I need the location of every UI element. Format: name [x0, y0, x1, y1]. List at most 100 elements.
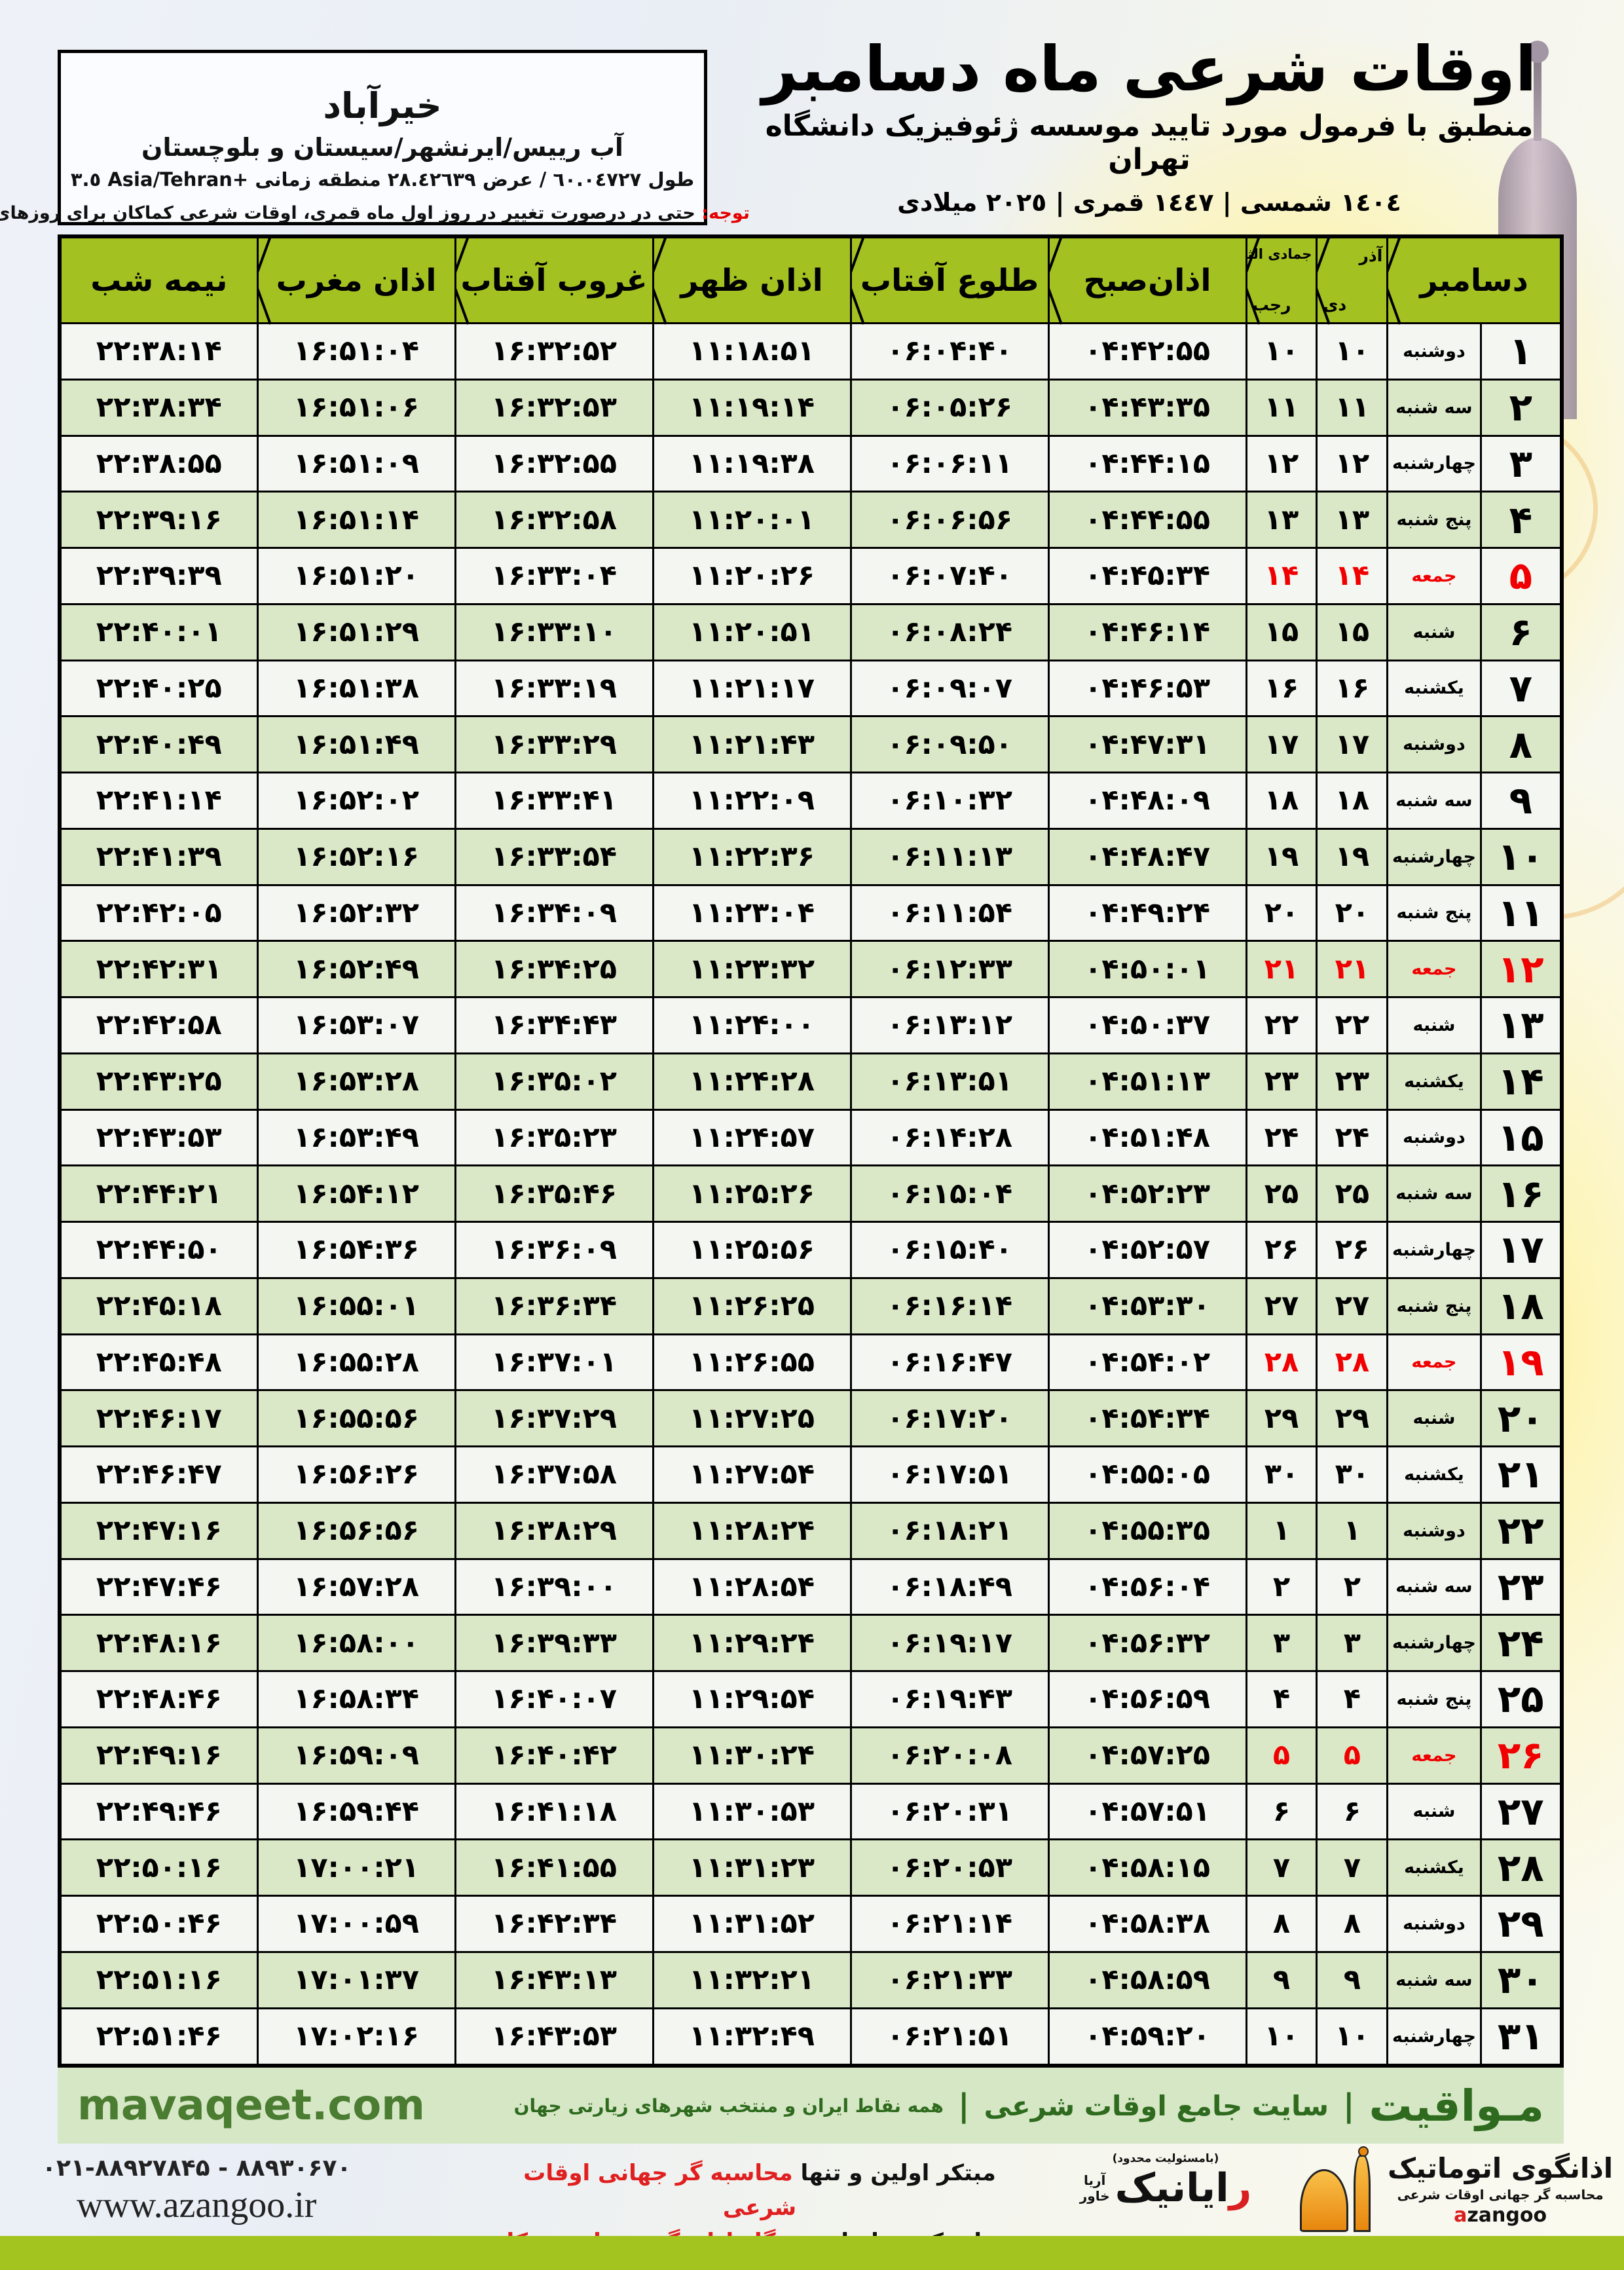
cell-maghrib-time: ۱۶:۵۱:۰۴: [256, 322, 456, 381]
cell-dhuhr-time: ۱۱:۲۱:۴۳: [652, 715, 852, 773]
cell-maghrib-time: ۱۷:۰۰:۵۹: [256, 1895, 456, 1953]
cell-midnight-time: ۲۲:۵۰:۱۶: [58, 1838, 259, 1897]
cell-weekday: یکشنبه: [1386, 1445, 1482, 1504]
cell-maghrib-time: ۱۶:۵۳:۲۸: [256, 1052, 456, 1111]
cell-maghrib-time: ۱۶:۵۲:۳۲: [256, 884, 456, 942]
cell-sunrise-time: ۰۶:۰۸:۲۴: [849, 603, 1050, 661]
separator: |: [957, 2087, 970, 2124]
cell-midnight-time: ۲۲:۴۴:۲۱: [58, 1164, 259, 1223]
cell-midnight-time: ۲۲:۴۷:۱۶: [58, 1501, 259, 1560]
cell-weekday: سه شنبه: [1386, 772, 1482, 830]
cell-midnight-time: ۲۲:۴۰:۰۱: [58, 603, 259, 661]
cell-sunrise-time: ۰۶:۱۲:۳۳: [849, 940, 1050, 998]
cell-sunset-time: ۱۶:۳۴:۴۳: [454, 996, 654, 1054]
cell-sunset-time: ۱۶:۳۷:۰۱: [454, 1333, 654, 1392]
cell-december-day: ۳۱: [1479, 2007, 1563, 2067]
cell-lunar-date: ۳۰: [1245, 1445, 1318, 1504]
cell-december-day: ۸: [1479, 715, 1563, 773]
cell-solar-date: ۱۴: [1316, 547, 1389, 605]
cell-dhuhr-time: ۱۱:۱۹:۳۸: [652, 434, 852, 493]
cell-weekday: دوشنبه: [1386, 1895, 1482, 1953]
cell-sunrise-time: ۰۶:۲۰:۳۱: [849, 1782, 1050, 1841]
cell-sunrise-time: ۰۶:۱۶:۴۷: [849, 1333, 1050, 1392]
cell-dhuhr-time: ۱۱:۲۴:۲۸: [652, 1052, 852, 1111]
cell-fajr-time: ۰۴:۵۴:۳۴: [1047, 1389, 1247, 1447]
footer-tagline-2: همه نقاط ایران و منتخب شهرهای زیارتی جها…: [513, 2094, 944, 2117]
notice-line: توجه: حتی در درصورت تغییر در روز اول ماه…: [0, 203, 750, 233]
table-row: ۲۴ چهارشنبه ۳ ۳ ۰۴:۵۶:۳۲ ۰۶:۱۹:۱۷ ۱۱:۲۹:…: [58, 1614, 1563, 1672]
header-midnight: نیمه شب: [58, 235, 259, 324]
cell-sunset-time: ۱۶:۳۵:۴۶: [454, 1164, 654, 1223]
cell-weekday: دوشنبه: [1386, 322, 1482, 381]
azangoo-wordmark: azangoo: [1454, 2204, 1547, 2227]
cell-weekday: چهارشنبه: [1386, 1614, 1482, 1672]
cell-dhuhr-time: ۱۱:۲۱:۱۷: [652, 659, 852, 718]
cell-fajr-time: ۰۴:۵۸:۱۵: [1047, 1838, 1247, 1897]
header-sunset: غروب آفتاب: [454, 235, 654, 324]
cell-weekday: پنج شنبه: [1386, 1670, 1482, 1728]
cell-midnight-time: ۲۲:۴۱:۳۹: [58, 827, 259, 886]
header-rajab: رجب: [1252, 295, 1291, 314]
location-box: خیرآباد آب رییس/ایرنشهر/سیستان و بلوچستا…: [58, 50, 707, 225]
cell-weekday: جمعه: [1386, 547, 1482, 605]
cell-december-day: ۵: [1479, 547, 1563, 605]
cell-midnight-time: ۲۲:۴۹:۴۶: [58, 1782, 259, 1841]
cell-solar-date: ۲۸: [1316, 1333, 1389, 1392]
cell-sunrise-time: ۰۶:۱۷:۵۱: [849, 1445, 1050, 1504]
cell-fajr-time: ۰۴:۵۳:۳۰: [1047, 1276, 1247, 1335]
table-row: ۳ چهارشنبه ۱۲ ۱۲ ۰۴:۴۴:۱۵ ۰۶:۰۶:۱۱ ۱۱:۱۹…: [58, 434, 1563, 493]
prayer-times-table: دسامبر آذر دی جمادی الثانی رجب اذان‌صبح …: [58, 234, 1564, 2068]
rayanik-logo: (بامسئولیت محدود) رایانیک آریا خاور: [1061, 2152, 1270, 2211]
cell-lunar-date: ۲: [1245, 1557, 1318, 1616]
promo-line-1: مبتکر اولین و تنها محاسبه گر جهانی اوقات…: [523, 2160, 996, 2221]
cell-solar-date: ۶: [1316, 1782, 1389, 1841]
cell-solar-date: ۱۰: [1316, 2007, 1389, 2067]
header-maghrib: اذان مغرب: [256, 235, 456, 324]
cell-sunrise-time: ۰۶:۱۰:۳۲: [849, 772, 1050, 830]
cell-midnight-time: ۲۲:۴۵:۱۸: [58, 1276, 259, 1335]
cell-sunrise-time: ۰۶:۱۸:۴۹: [849, 1557, 1050, 1616]
cell-december-day: ۲۱: [1479, 1445, 1563, 1504]
cell-dhuhr-time: ۱۱:۲۰:۰۱: [652, 491, 852, 549]
cell-dhuhr-time: ۱۱:۲۹:۵۴: [652, 1670, 852, 1728]
cell-maghrib-time: ۱۶:۵۱:۲۰: [256, 547, 456, 605]
cell-midnight-time: ۲۲:۴۸:۱۶: [58, 1614, 259, 1672]
cell-fajr-time: ۰۴:۵۷:۵۱: [1047, 1782, 1247, 1841]
cell-sunrise-time: ۰۶:۱۱:۵۴: [849, 884, 1050, 942]
cell-sunset-time: ۱۶:۳۴:۰۹: [454, 884, 654, 942]
cell-sunset-time: ۱۶:۳۴:۲۵: [454, 940, 654, 998]
table-row: ۲۱ یکشنبه ۳۰ ۳۰ ۰۴:۵۵:۰۵ ۰۶:۱۷:۵۱ ۱۱:۲۷:…: [58, 1445, 1563, 1504]
cell-december-day: ۲۶: [1479, 1726, 1563, 1785]
azangoo-url: www.azangoo.ir: [76, 2185, 317, 2225]
cell-weekday: پنج شنبه: [1386, 1276, 1482, 1335]
cell-midnight-time: ۲۲:۳۹:۳۹: [58, 547, 259, 605]
table-row: ۱ دوشنبه ۱۰ ۱۰ ۰۴:۴۲:۵۵ ۰۶:۰۴:۴۰ ۱۱:۱۸:۵…: [58, 322, 1563, 381]
page-title: اوقات شرعی ماه دسامبر: [762, 33, 1537, 105]
cell-weekday: یکشنبه: [1386, 659, 1482, 718]
cell-fajr-time: ۰۴:۵۵:۳۵: [1047, 1501, 1247, 1560]
cell-december-day: ۲۵: [1479, 1670, 1563, 1728]
cell-midnight-time: ۲۲:۳۸:۱۴: [58, 322, 259, 381]
separator: |: [1343, 2087, 1355, 2124]
header-sunrise: طلوع آفتاب: [849, 235, 1050, 324]
cell-sunset-time: ۱۶:۳۲:۵۵: [454, 434, 654, 493]
cell-december-day: ۶: [1479, 603, 1563, 661]
cell-solar-date: ۵: [1316, 1726, 1389, 1785]
cell-maghrib-time: ۱۶:۵۱:۰۹: [256, 434, 456, 493]
cell-sunset-time: ۱۶:۳۶:۳۴: [454, 1276, 654, 1335]
cell-weekday: پنج شنبه: [1386, 491, 1482, 549]
table-row: ۹ سه شنبه ۱۸ ۱۸ ۰۴:۴۸:۰۹ ۰۶:۱۰:۳۲ ۱۱:۲۲:…: [58, 772, 1563, 830]
location-region: آب رییس/ایرنشهر/سیستان و بلوچستان: [141, 132, 623, 162]
cell-lunar-date: ۲۳: [1245, 1052, 1318, 1111]
cell-dhuhr-time: ۱۱:۲۵:۲۶: [652, 1164, 852, 1223]
cell-maghrib-time: ۱۶:۵۷:۲۸: [256, 1557, 456, 1616]
cell-fajr-time: ۰۴:۵۱:۴۸: [1047, 1108, 1247, 1167]
table-row: ۱۸ پنج شنبه ۲۷ ۲۷ ۰۴:۵۳:۳۰ ۰۶:۱۶:۱۴ ۱۱:۲…: [58, 1276, 1563, 1335]
cell-dhuhr-time: ۱۱:۲۳:۳۲: [652, 940, 852, 998]
cell-dhuhr-time: ۱۱:۲۰:۵۱: [652, 603, 852, 661]
cell-solar-date: ۹: [1316, 1950, 1389, 2009]
cell-maghrib-time: ۱۶:۵۴:۳۶: [256, 1221, 456, 1279]
cell-midnight-time: ۲۲:۴۲:۵۸: [58, 996, 259, 1054]
cell-sunrise-time: ۰۶:۰۹:۵۰: [849, 715, 1050, 773]
